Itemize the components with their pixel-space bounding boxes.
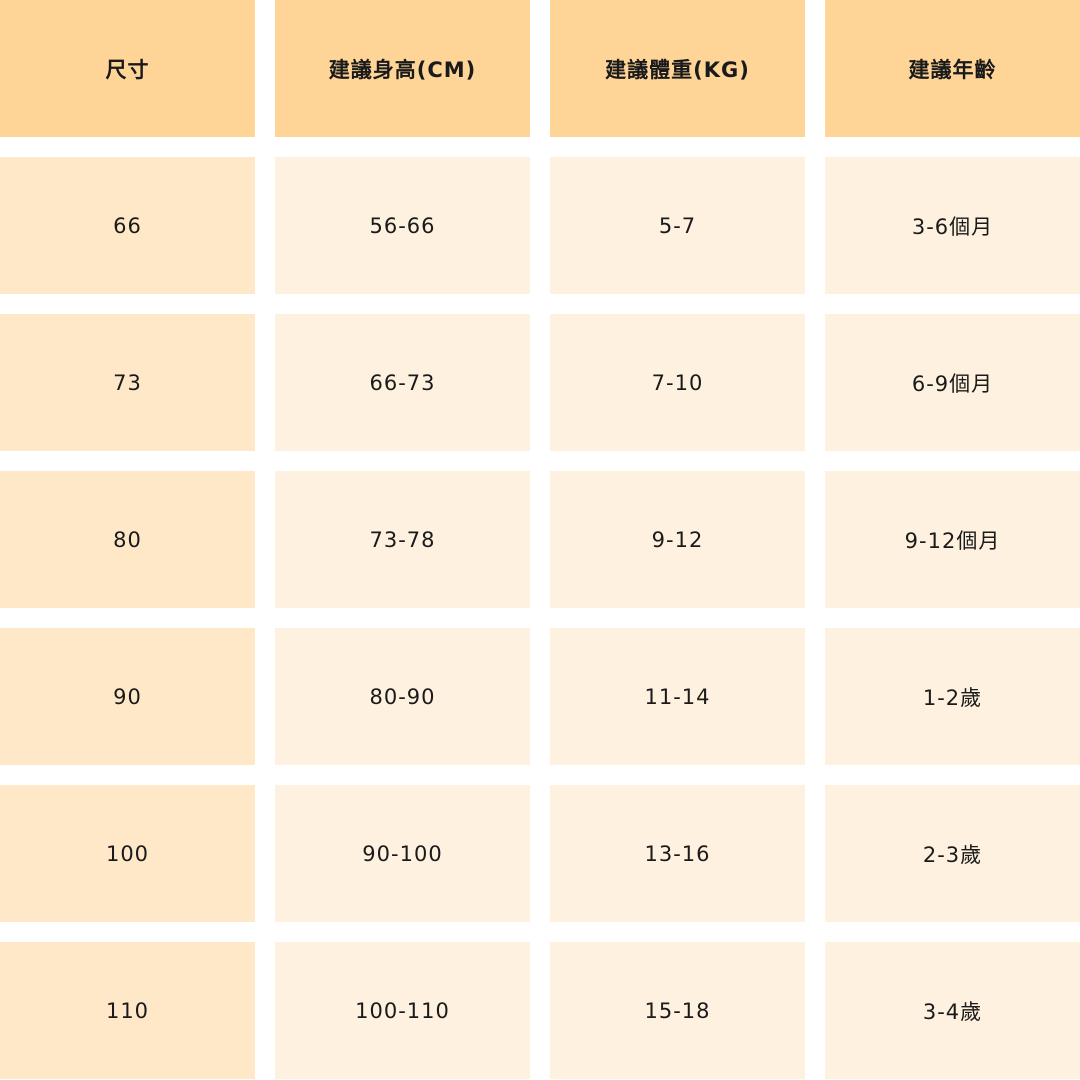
cell-weight: 5-7 [550,157,805,294]
header-weight: 建議體重(KG) [550,0,805,137]
cell-height: 90-100 [275,785,530,922]
cell-height: 100-110 [275,942,530,1079]
cell-height: 80-90 [275,628,530,765]
header-height: 建議身高(CM) [275,0,530,137]
cell-age: 1-2歲 [825,628,1080,765]
cell-age: 9-12個月 [825,471,1080,608]
cell-weight: 11-14 [550,628,805,765]
cell-size: 110 [0,942,255,1079]
cell-height: 66-73 [275,314,530,451]
cell-size: 90 [0,628,255,765]
cell-height: 73-78 [275,471,530,608]
cell-age: 3-6個月 [825,157,1080,294]
cell-height: 56-66 [275,157,530,294]
cell-size: 100 [0,785,255,922]
cell-weight: 7-10 [550,314,805,451]
header-age: 建議年齡 [825,0,1080,137]
cell-age: 6-9個月 [825,314,1080,451]
header-size: 尺寸 [0,0,255,137]
cell-weight: 9-12 [550,471,805,608]
cell-weight: 15-18 [550,942,805,1079]
cell-age: 2-3歲 [825,785,1080,922]
cell-weight: 13-16 [550,785,805,922]
cell-size: 73 [0,314,255,451]
cell-size: 80 [0,471,255,608]
cell-size: 66 [0,157,255,294]
cell-age: 3-4歲 [825,942,1080,1079]
